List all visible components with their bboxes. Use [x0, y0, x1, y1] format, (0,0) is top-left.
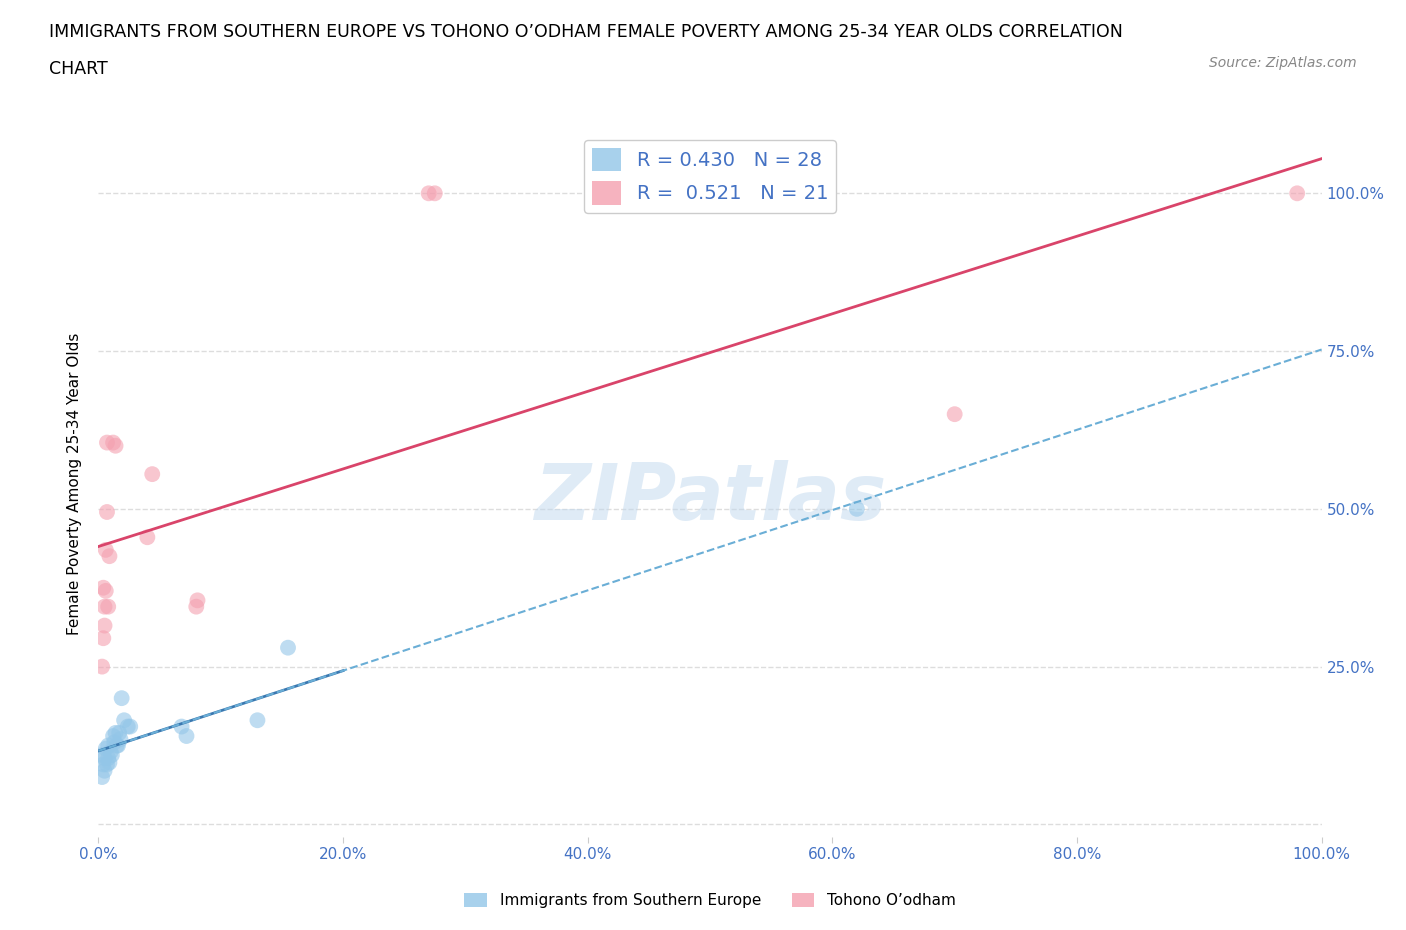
Point — [94, 542, 117, 557]
Point — [93, 764, 115, 778]
Point — [94, 741, 117, 756]
Point — [136, 530, 159, 545]
Point — [423, 186, 446, 201]
Point — [100, 744, 122, 759]
Point — [176, 728, 198, 743]
Point — [91, 659, 114, 674]
Point — [93, 599, 115, 614]
Point — [91, 631, 114, 645]
Point — [277, 640, 299, 655]
Point — [97, 751, 120, 765]
Text: IMMIGRANTS FROM SOUTHERN EUROPE VS TOHONO O’ODHAM FEMALE POVERTY AMONG 25-34 YEA: IMMIGRANTS FROM SOUTHERN EUROPE VS TOHON… — [49, 23, 1123, 41]
Point — [94, 583, 117, 598]
Point — [93, 618, 115, 633]
Point — [93, 751, 115, 765]
Point — [117, 719, 139, 734]
Point — [101, 435, 124, 450]
Point — [101, 748, 124, 763]
Text: Source: ZipAtlas.com: Source: ZipAtlas.com — [1209, 56, 1357, 70]
Point — [91, 770, 114, 785]
Point — [418, 186, 440, 201]
Point — [103, 735, 125, 750]
Point — [91, 748, 114, 763]
Point — [845, 501, 868, 516]
Point — [98, 755, 121, 770]
Point — [104, 438, 127, 453]
Point — [112, 712, 135, 727]
Point — [108, 725, 131, 740]
Point — [246, 712, 269, 727]
Point — [141, 467, 163, 482]
Point — [98, 549, 121, 564]
Text: CHART: CHART — [49, 60, 108, 78]
Point — [96, 435, 118, 450]
Point — [120, 719, 142, 734]
Point — [186, 599, 208, 614]
Text: ZIPatlas: ZIPatlas — [534, 459, 886, 536]
Point — [91, 757, 114, 772]
Point — [107, 738, 129, 753]
Point — [97, 599, 120, 614]
Point — [110, 732, 132, 747]
Point — [111, 691, 134, 706]
Point — [105, 738, 128, 753]
Point — [186, 593, 208, 608]
Point — [1286, 186, 1309, 201]
Point — [101, 728, 124, 743]
Point — [170, 719, 193, 734]
Point — [91, 580, 114, 595]
Y-axis label: Female Poverty Among 25-34 Year Olds: Female Poverty Among 25-34 Year Olds — [67, 332, 83, 635]
Legend: Immigrants from Southern Europe, Tohono O’odham: Immigrants from Southern Europe, Tohono … — [458, 887, 962, 914]
Point — [943, 406, 966, 421]
Point — [104, 725, 127, 740]
Point — [96, 505, 118, 520]
Point — [96, 757, 118, 772]
Point — [97, 738, 120, 753]
